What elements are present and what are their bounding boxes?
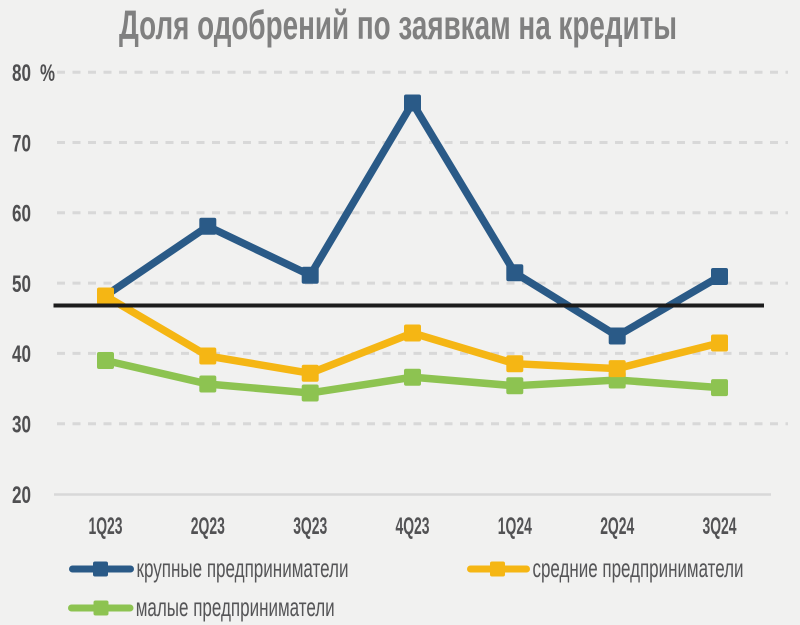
svg-text:3Q23: 3Q23 — [293, 513, 327, 540]
svg-text:80: 80 — [12, 60, 31, 87]
svg-text:70: 70 — [12, 130, 31, 157]
svg-text:средние предприниматели: средние предприниматели — [533, 553, 744, 583]
svg-text:60: 60 — [12, 201, 31, 228]
svg-text:2Q23: 2Q23 — [191, 513, 225, 540]
svg-text:1Q24: 1Q24 — [498, 513, 532, 540]
svg-text:2Q24: 2Q24 — [600, 513, 634, 540]
svg-text:малые предприниматели: малые предприниматели — [136, 592, 335, 622]
svg-text:30: 30 — [12, 412, 31, 439]
svg-text:крупные предприниматели: крупные предприниматели — [137, 553, 349, 583]
svg-text:4Q23: 4Q23 — [396, 513, 430, 540]
svg-text:Доля одобрений по заявкам на к: Доля одобрений по заявкам на кредиты — [119, 2, 677, 48]
svg-text:1Q23: 1Q23 — [89, 513, 123, 540]
svg-text:%: % — [40, 60, 55, 87]
svg-text:40: 40 — [12, 341, 31, 368]
svg-text:20: 20 — [12, 482, 31, 509]
svg-text:3Q24: 3Q24 — [703, 513, 737, 540]
svg-text:50: 50 — [12, 271, 31, 298]
